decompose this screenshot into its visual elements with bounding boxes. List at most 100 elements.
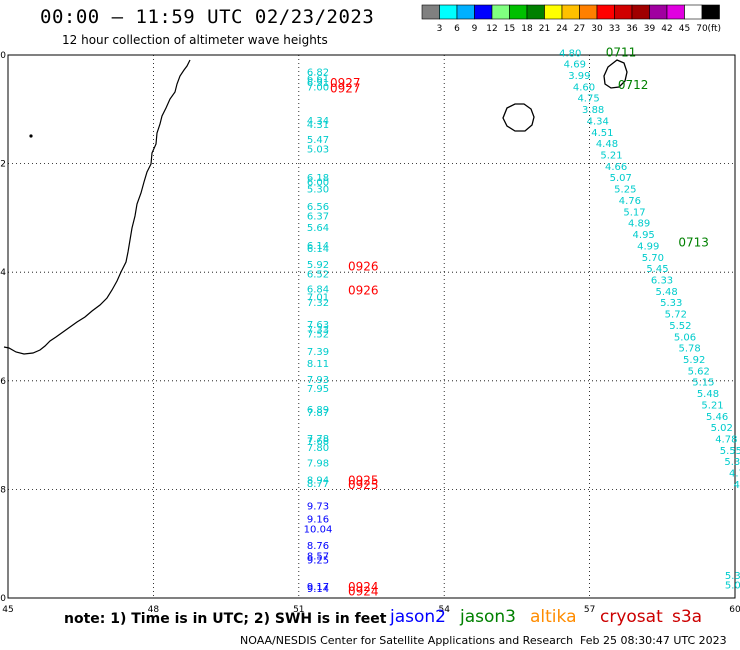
wave-height-value: 4.60 <box>573 82 595 93</box>
legend-swatch <box>666 4 685 20</box>
wave-height-value: 5.15 <box>692 378 714 389</box>
wave-height-value: 9.17 <box>307 582 329 593</box>
legend-swatch <box>684 4 703 20</box>
legend-swatch <box>631 4 650 20</box>
wave-height-value: 3.88 <box>582 105 604 116</box>
observation-time: 0711 <box>606 45 637 59</box>
wave-height-value: 4.31 <box>307 120 329 131</box>
wave-height-value: 8.76 <box>307 541 329 552</box>
lat-label: -26 <box>0 377 6 387</box>
observation-time: 0712 <box>618 78 649 92</box>
map-frame <box>7 54 736 599</box>
credit-line: NOAA/NESDIS Center for Satellite Applica… <box>240 634 574 647</box>
lat-label: -24 <box>0 268 6 278</box>
legend-swatch <box>649 4 668 20</box>
wave-height-value: 6.33 <box>651 275 673 286</box>
wave-height-value: 5.64 <box>307 223 329 234</box>
wave-height-value: 4.34 <box>307 116 329 127</box>
wave-height-value: 5.36 <box>724 457 740 468</box>
legend-label: 42 <box>661 24 672 34</box>
observation-time: 0713 <box>678 235 709 249</box>
observation-time: 0924 <box>348 584 379 598</box>
wave-height-value: 7.39 <box>307 347 329 358</box>
wave-height-value: 9.16 <box>307 515 329 526</box>
legend-swatch <box>474 4 493 20</box>
legend-swatch <box>526 4 545 20</box>
wave-height-value: 6.18 <box>307 173 329 184</box>
wave-height-value: 5.48 <box>656 287 678 298</box>
wave-height-value: 8.94 <box>307 476 329 487</box>
lat-label: -30 <box>0 594 6 604</box>
mission-jason3: jason3 <box>460 607 516 627</box>
legend-unit: (ft) <box>708 24 722 34</box>
wave-height-value: 7.33 <box>307 325 329 336</box>
wave-height-value: 4.69 <box>564 60 586 71</box>
legend-swatch <box>439 4 458 20</box>
wave-height-value: 5.92 <box>683 355 705 366</box>
observation-time: 0925 <box>348 474 379 488</box>
legend-swatch <box>561 4 580 20</box>
wave-height-value: 5.31 <box>725 571 740 582</box>
wave-height-value: 6.61 <box>307 74 329 85</box>
wave-height-value: 4.76 <box>619 196 641 207</box>
color-legend: 3 6 9 12 15 18 21 24 27 30 33 36 39 42 45 70 (ft) <box>421 4 722 34</box>
wave-height-value: 5.62 <box>688 366 710 377</box>
wave-height-value: 8.11 <box>307 359 329 370</box>
wave-height-value: 7.00 <box>307 82 329 93</box>
legend-label: 21 <box>539 24 550 34</box>
wave-height-value: 5.52 <box>669 321 691 332</box>
wave-height-value: 4.95 <box>633 230 655 241</box>
legend-label: 36 <box>626 24 638 34</box>
wave-height-value: 5.07 <box>610 173 632 184</box>
wave-height-value: 6.56 <box>307 202 329 213</box>
mission-s3a: s3a <box>672 607 703 627</box>
lon-label: 48 <box>148 605 160 615</box>
legend-label: 39 <box>644 24 656 34</box>
wave-height-value: 5.06 <box>674 332 696 343</box>
wave-height-value: 4.74 <box>729 469 740 480</box>
wave-height-value: 4.75 <box>577 94 599 105</box>
wave-height-value: 5.33 <box>660 298 682 309</box>
wave-height-value: 6.82 <box>307 67 329 78</box>
wave-height-value: 6.89 <box>307 405 329 416</box>
lat-label: -20 <box>0 51 6 61</box>
reunion-island <box>502 103 535 132</box>
observation-time: 0924 <box>348 580 379 594</box>
legend-label: 24 <box>556 24 568 34</box>
wave-height-value: 6.14 <box>307 244 329 255</box>
legend-swatch <box>614 4 633 20</box>
legend-label: 12 <box>486 24 497 34</box>
lon-label: 57 <box>584 605 595 615</box>
wave-height-value: 5.70 <box>642 253 664 264</box>
wave-height-value: 7.95 <box>307 384 329 395</box>
legend-swatch <box>509 4 528 20</box>
mauritius-island <box>603 59 628 89</box>
wave-height-value: 6.37 <box>307 212 329 223</box>
footnote: note: 1) Time is in UTC; 2) SWH is in fe… <box>64 611 387 627</box>
legend-label: 9 <box>472 24 478 34</box>
observation-time: 0926 <box>348 260 379 274</box>
madagascar-coastline <box>3 59 191 355</box>
observation-time: 0925 <box>348 478 379 492</box>
wave-height-value: 5.45 <box>646 264 668 275</box>
wave-height-value: 4.51 <box>591 128 613 139</box>
wave-height-value: 5.72 <box>665 310 687 321</box>
wave-height-value: 7.78 <box>307 434 329 445</box>
wave-height-value: 3.99 <box>568 71 590 82</box>
mission-jason2: jason2 <box>390 607 446 627</box>
wave-height-value: 4.66 <box>605 162 627 173</box>
wave-height-value: 5.21 <box>600 151 622 162</box>
wave-height-value: 7.68 <box>307 437 329 448</box>
graticule: 45 48 51 54 57 60 -20 -22 -24 -26 -28 -30 <box>0 51 740 615</box>
observation-time: 0927 <box>330 82 361 96</box>
wave-height-value: 7.98 <box>307 458 329 469</box>
wave-height-value: 6.14 <box>307 241 329 252</box>
wave-height-value: 5.92 <box>307 260 329 271</box>
wave-height-value: 6.84 <box>307 284 329 295</box>
wave-height-value: 5.09 <box>725 580 740 591</box>
observations: 6.826.616.917.004.344.315.475.036.186.00… <box>304 45 740 598</box>
wave-height-value: 5.55 <box>720 446 740 457</box>
wave-height-value: 5.78 <box>678 344 700 355</box>
wave-height-value: 6.91 <box>307 78 329 89</box>
